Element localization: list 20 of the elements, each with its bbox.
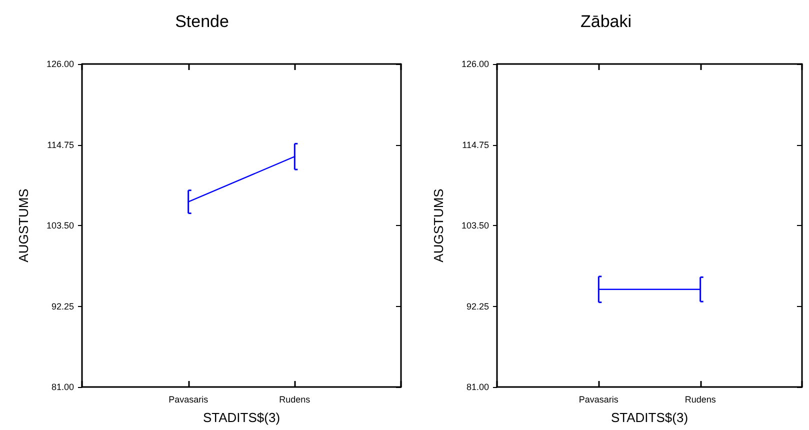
y-tick-label: 114.75 [47,140,74,150]
chart-title: Zābaki [580,12,632,31]
x-tick-label: Rudens [279,394,311,404]
y-tick-label: 81.00 [466,382,489,392]
y-axis-title: AUGSTUMS [16,188,31,262]
y-axis-title: AUGSTUMS [431,188,446,262]
y-tick-label: 103.50 [461,220,489,230]
y-tick-label: 126.00 [461,59,489,69]
x-tick-label: Rudens [684,394,716,404]
x-axis-title: STADITS$(3) [610,410,688,425]
y-tick-label: 103.50 [46,220,74,230]
chart-title: Stende [175,12,229,31]
y-tick-label: 126.00 [46,59,74,69]
x-tick-label: Pavasaris [168,394,209,404]
y-tick-label: 81.00 [51,382,74,392]
x-axis-title: STADITS$(3) [202,410,280,425]
x-tick-label: Pavasaris [578,394,619,404]
y-tick-label: 92.25 [51,301,74,312]
y-tick-label: 92.25 [466,301,489,312]
y-tick-label: 114.75 [462,140,489,150]
